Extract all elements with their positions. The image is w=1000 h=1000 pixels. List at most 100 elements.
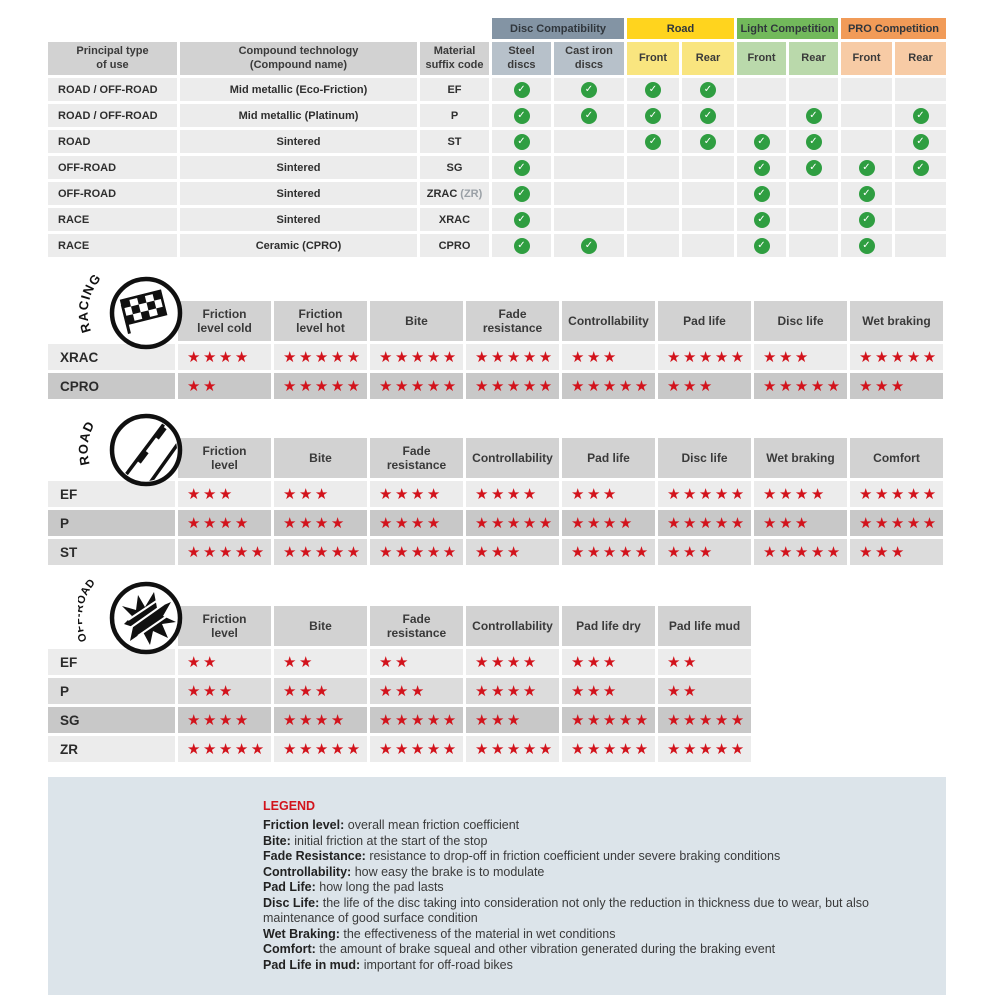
check-cell: ✓ bbox=[492, 104, 551, 127]
check-cell: ✓ bbox=[841, 208, 892, 231]
rating-column-header: Wet braking bbox=[850, 301, 943, 341]
legend-term: Disc Life: bbox=[263, 895, 320, 910]
rating-column-header: Fade resistance bbox=[370, 606, 463, 646]
check-icon: ✓ bbox=[513, 185, 530, 202]
sub-header: Rear bbox=[789, 42, 838, 75]
tech-cell: Mid metallic (Platinum) bbox=[180, 104, 417, 127]
sub-header: Rear bbox=[682, 42, 734, 75]
code-text: CPRO bbox=[438, 239, 471, 252]
legend-desc: how long the pad lasts bbox=[319, 880, 444, 894]
racing-label: RACING bbox=[78, 270, 103, 334]
group-header-1: Road bbox=[627, 18, 734, 39]
star-rating-2: ★★ bbox=[178, 649, 271, 675]
legend-title: LEGEND bbox=[263, 799, 316, 813]
compound-label: ZR bbox=[48, 736, 175, 762]
column-header-0: Principal type of use bbox=[48, 42, 177, 75]
legend-item: Pad Life: how long the pad lasts bbox=[263, 880, 903, 896]
check-cell bbox=[841, 104, 892, 127]
check-icon: ✓ bbox=[805, 133, 822, 150]
tech-cell: Sintered bbox=[180, 130, 417, 153]
legend-term: Pad Life in mud: bbox=[263, 957, 361, 972]
star-rating-4: ★★★★ bbox=[466, 481, 559, 507]
check-cell bbox=[554, 156, 624, 179]
check-icon: ✓ bbox=[858, 237, 875, 254]
check-icon: ✓ bbox=[912, 133, 929, 150]
star-rating-3: ★★★ bbox=[274, 678, 367, 704]
check-cell: ✓ bbox=[554, 234, 624, 257]
star-rating-3: ★★★ bbox=[178, 481, 271, 507]
code-text: EF bbox=[447, 83, 462, 96]
check-cell bbox=[627, 156, 679, 179]
group-header-3: PRO Competition bbox=[841, 18, 946, 39]
star-rating-2: ★★ bbox=[178, 373, 271, 399]
check-cell bbox=[627, 208, 679, 231]
rating-column-header: Controllability bbox=[562, 301, 655, 341]
star-rating-3: ★★★ bbox=[850, 373, 943, 399]
star-rating-5: ★★★★★ bbox=[370, 373, 463, 399]
svg-text:ROAD: ROAD bbox=[78, 418, 98, 466]
legend-desc: overall mean friction coefficient bbox=[347, 818, 520, 832]
tech-cell: Sintered bbox=[180, 208, 417, 231]
rating-column-header: Disc life bbox=[658, 438, 751, 478]
star-rating-4: ★★★★ bbox=[178, 510, 271, 536]
code-cell: ST bbox=[420, 130, 489, 153]
star-rating-3: ★★★ bbox=[562, 649, 655, 675]
check-icon: ✓ bbox=[753, 185, 770, 202]
check-cell bbox=[682, 182, 734, 205]
sub-header: Front bbox=[841, 42, 892, 75]
legend-term: Comfort: bbox=[263, 942, 316, 956]
star-rating-4: ★★★★ bbox=[754, 481, 847, 507]
check-cell bbox=[841, 78, 892, 101]
rating-column-header: Wet braking bbox=[754, 438, 847, 478]
star-rating-3: ★★★ bbox=[274, 481, 367, 507]
rating-column-header: Controllability bbox=[466, 606, 559, 646]
check-cell bbox=[789, 78, 838, 101]
check-cell: ✓ bbox=[492, 234, 551, 257]
code-text: ZRAC bbox=[426, 187, 458, 200]
legend-term: Fade Resistance: bbox=[263, 849, 366, 863]
star-rating-5: ★★★★★ bbox=[850, 481, 943, 507]
check-icon: ✓ bbox=[645, 81, 661, 98]
legend-desc: the life of the disc taking into conside… bbox=[263, 895, 869, 926]
star-rating-3: ★★★ bbox=[178, 678, 271, 704]
legend-item: Wet Braking: the effectiveness of the ma… bbox=[263, 927, 903, 943]
rating-column-header: Bite bbox=[274, 606, 367, 646]
offroad-splatter-icon: OFF-ROAD bbox=[78, 577, 183, 655]
code-cell: SG bbox=[420, 156, 489, 179]
star-rating-5: ★★★★★ bbox=[370, 707, 463, 733]
check-icon: ✓ bbox=[858, 159, 875, 176]
check-cell: ✓ bbox=[682, 78, 734, 101]
road-icon: ROAD bbox=[78, 413, 183, 487]
rating-column-header: Pad life mud bbox=[658, 606, 751, 646]
check-icon: ✓ bbox=[581, 107, 597, 124]
star-rating-4: ★★★★ bbox=[274, 510, 367, 536]
legend-term: Pad Life: bbox=[263, 880, 316, 894]
star-rating-5: ★★★★★ bbox=[274, 736, 367, 762]
sub-header: Front bbox=[737, 42, 786, 75]
legend-item: Pad Life in mud: important for off-road … bbox=[263, 958, 903, 974]
rating-column-header: Fade resistance bbox=[370, 438, 463, 478]
legend-item: Fade Resistance: resistance to drop-off … bbox=[263, 849, 903, 865]
star-rating-3: ★★★ bbox=[754, 344, 847, 370]
star-rating-4: ★★★★ bbox=[370, 481, 463, 507]
rating-column-header: Comfort bbox=[850, 438, 943, 478]
racing-rating-table: Friction level cold Friction level hot Bit… bbox=[48, 301, 1000, 399]
rating-column-header: Disc life bbox=[754, 301, 847, 341]
check-icon: ✓ bbox=[513, 81, 530, 98]
check-cell: ✓ bbox=[841, 182, 892, 205]
code-text: P bbox=[450, 109, 459, 122]
sub-header: Rear bbox=[895, 42, 946, 75]
legend-desc: important for off-road bikes bbox=[363, 957, 513, 972]
check-icon: ✓ bbox=[513, 159, 530, 176]
road-rating-table: Friction level Bite Fade resistance Control… bbox=[48, 438, 1000, 565]
star-rating-5: ★★★★★ bbox=[274, 344, 367, 370]
check-icon: ✓ bbox=[645, 107, 661, 124]
legend-panel: LEGEND Friction level: overall mean fric… bbox=[48, 777, 946, 995]
check-cell: ✓ bbox=[554, 78, 624, 101]
star-rating-5: ★★★★★ bbox=[754, 373, 847, 399]
rating-column-header: Fade resistance bbox=[466, 301, 559, 341]
star-rating-4: ★★★★ bbox=[178, 344, 271, 370]
rating-column-header: Pad life bbox=[658, 301, 751, 341]
star-rating-5: ★★★★★ bbox=[658, 481, 751, 507]
